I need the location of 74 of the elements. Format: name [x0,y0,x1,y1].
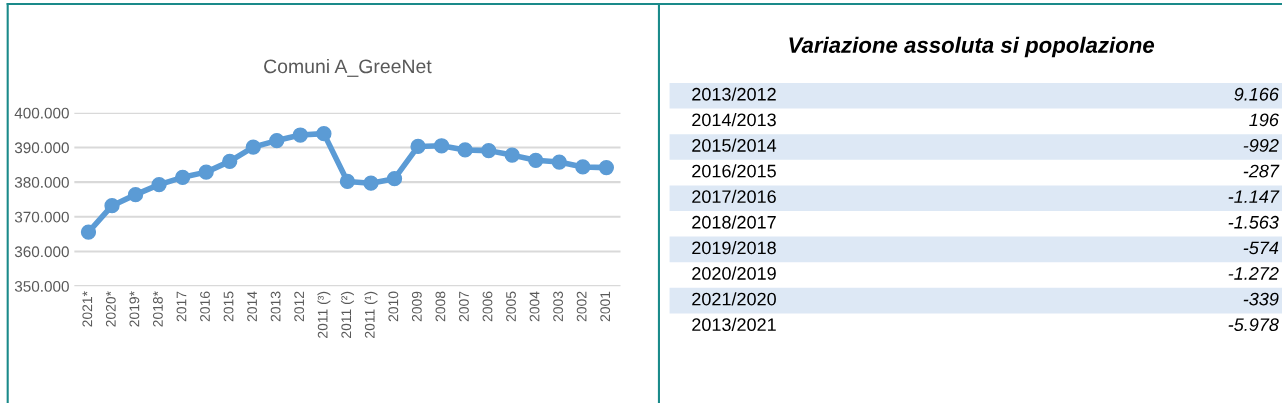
x-tick-label: 2001 [600,291,611,322]
text: -287 [1243,164,1280,178]
point [222,153,238,170]
point [504,147,520,163]
x-tick-label: 2011 (¹) [364,291,378,338]
text: 2018/2017 [692,215,776,229]
y-tick-label: 390.000 [14,142,69,154]
point [245,139,261,155]
point [175,169,191,185]
text: 2015/2014 [692,138,777,152]
x-tick-label: 2007 [459,291,469,322]
point [198,164,214,180]
text: Variazione assoluta si popolazione [789,36,1155,58]
y-tick-label: 380.000 [14,177,69,188]
x-tick-label: 2011 (³) [317,291,331,338]
x-tick-label: 2010 [388,291,399,322]
text: -992 [1243,139,1279,152]
point [80,224,97,240]
point [386,171,403,187]
point [151,176,167,193]
text: -1.272 [1228,267,1279,280]
x-tick-label: 2011 (²) [340,291,354,338]
text: 2017/2016 [692,189,776,204]
x-tick-label: 2014 [247,291,257,322]
x-tick-label: 2016 [200,291,210,322]
text: 2014/2013 [692,112,776,127]
text: 2020/2019 [692,266,776,280]
text: -1.147 [1228,190,1280,203]
point [433,138,450,154]
text: -574 [1243,241,1279,255]
y-tick-label: 360.000 [14,246,69,258]
y-tick-label: 400.000 [14,107,69,119]
text: 196 [1249,113,1279,127]
point [104,198,120,214]
point [269,132,285,149]
chart-title: Comuni A_GreeNet [264,58,432,77]
point [457,142,473,158]
point [363,175,379,191]
text: 2016/2015 [692,164,776,178]
x-tick-label: 2021* [82,291,93,327]
text: -5.978 [1228,318,1279,332]
text: 2013/2012 [692,87,776,101]
text: 2013/2021 [692,317,776,332]
x-tick-label: 2004 [529,291,540,322]
point [292,127,308,143]
y-tick-label: 350.000 [14,281,69,292]
x-tick-label: 2019* [129,291,140,327]
point [316,125,332,142]
x-tick-label: 2006 [482,291,493,322]
x-tick-label: 2020* [105,291,116,327]
x-tick-label: 2009 [411,291,422,322]
x-tick-label: 2012 [294,291,305,322]
text: 2021/2020 [692,292,776,306]
text: 2019/2018 [692,240,776,255]
point [598,159,615,176]
text: -1.563 [1228,215,1279,229]
point [127,186,144,203]
x-tick-label: 2015 [223,291,234,322]
x-tick-label: 2008 [435,291,446,322]
x-tick-label: 2018* [152,291,163,327]
text: 9.166 [1234,87,1279,101]
x-tick-label: 2005 [506,291,516,322]
point [528,152,544,168]
x-tick-label: 2013 [270,291,281,322]
x-tick-label: 2003 [553,291,564,322]
point [551,154,567,170]
text: -339 [1243,292,1279,306]
x-tick-label: 2002 [576,291,587,322]
point [481,142,497,159]
point [575,159,591,175]
y-tick-label: 370.000 [14,211,69,223]
point [339,173,356,190]
x-tick-label: 2017 [176,291,187,322]
point [410,138,426,155]
